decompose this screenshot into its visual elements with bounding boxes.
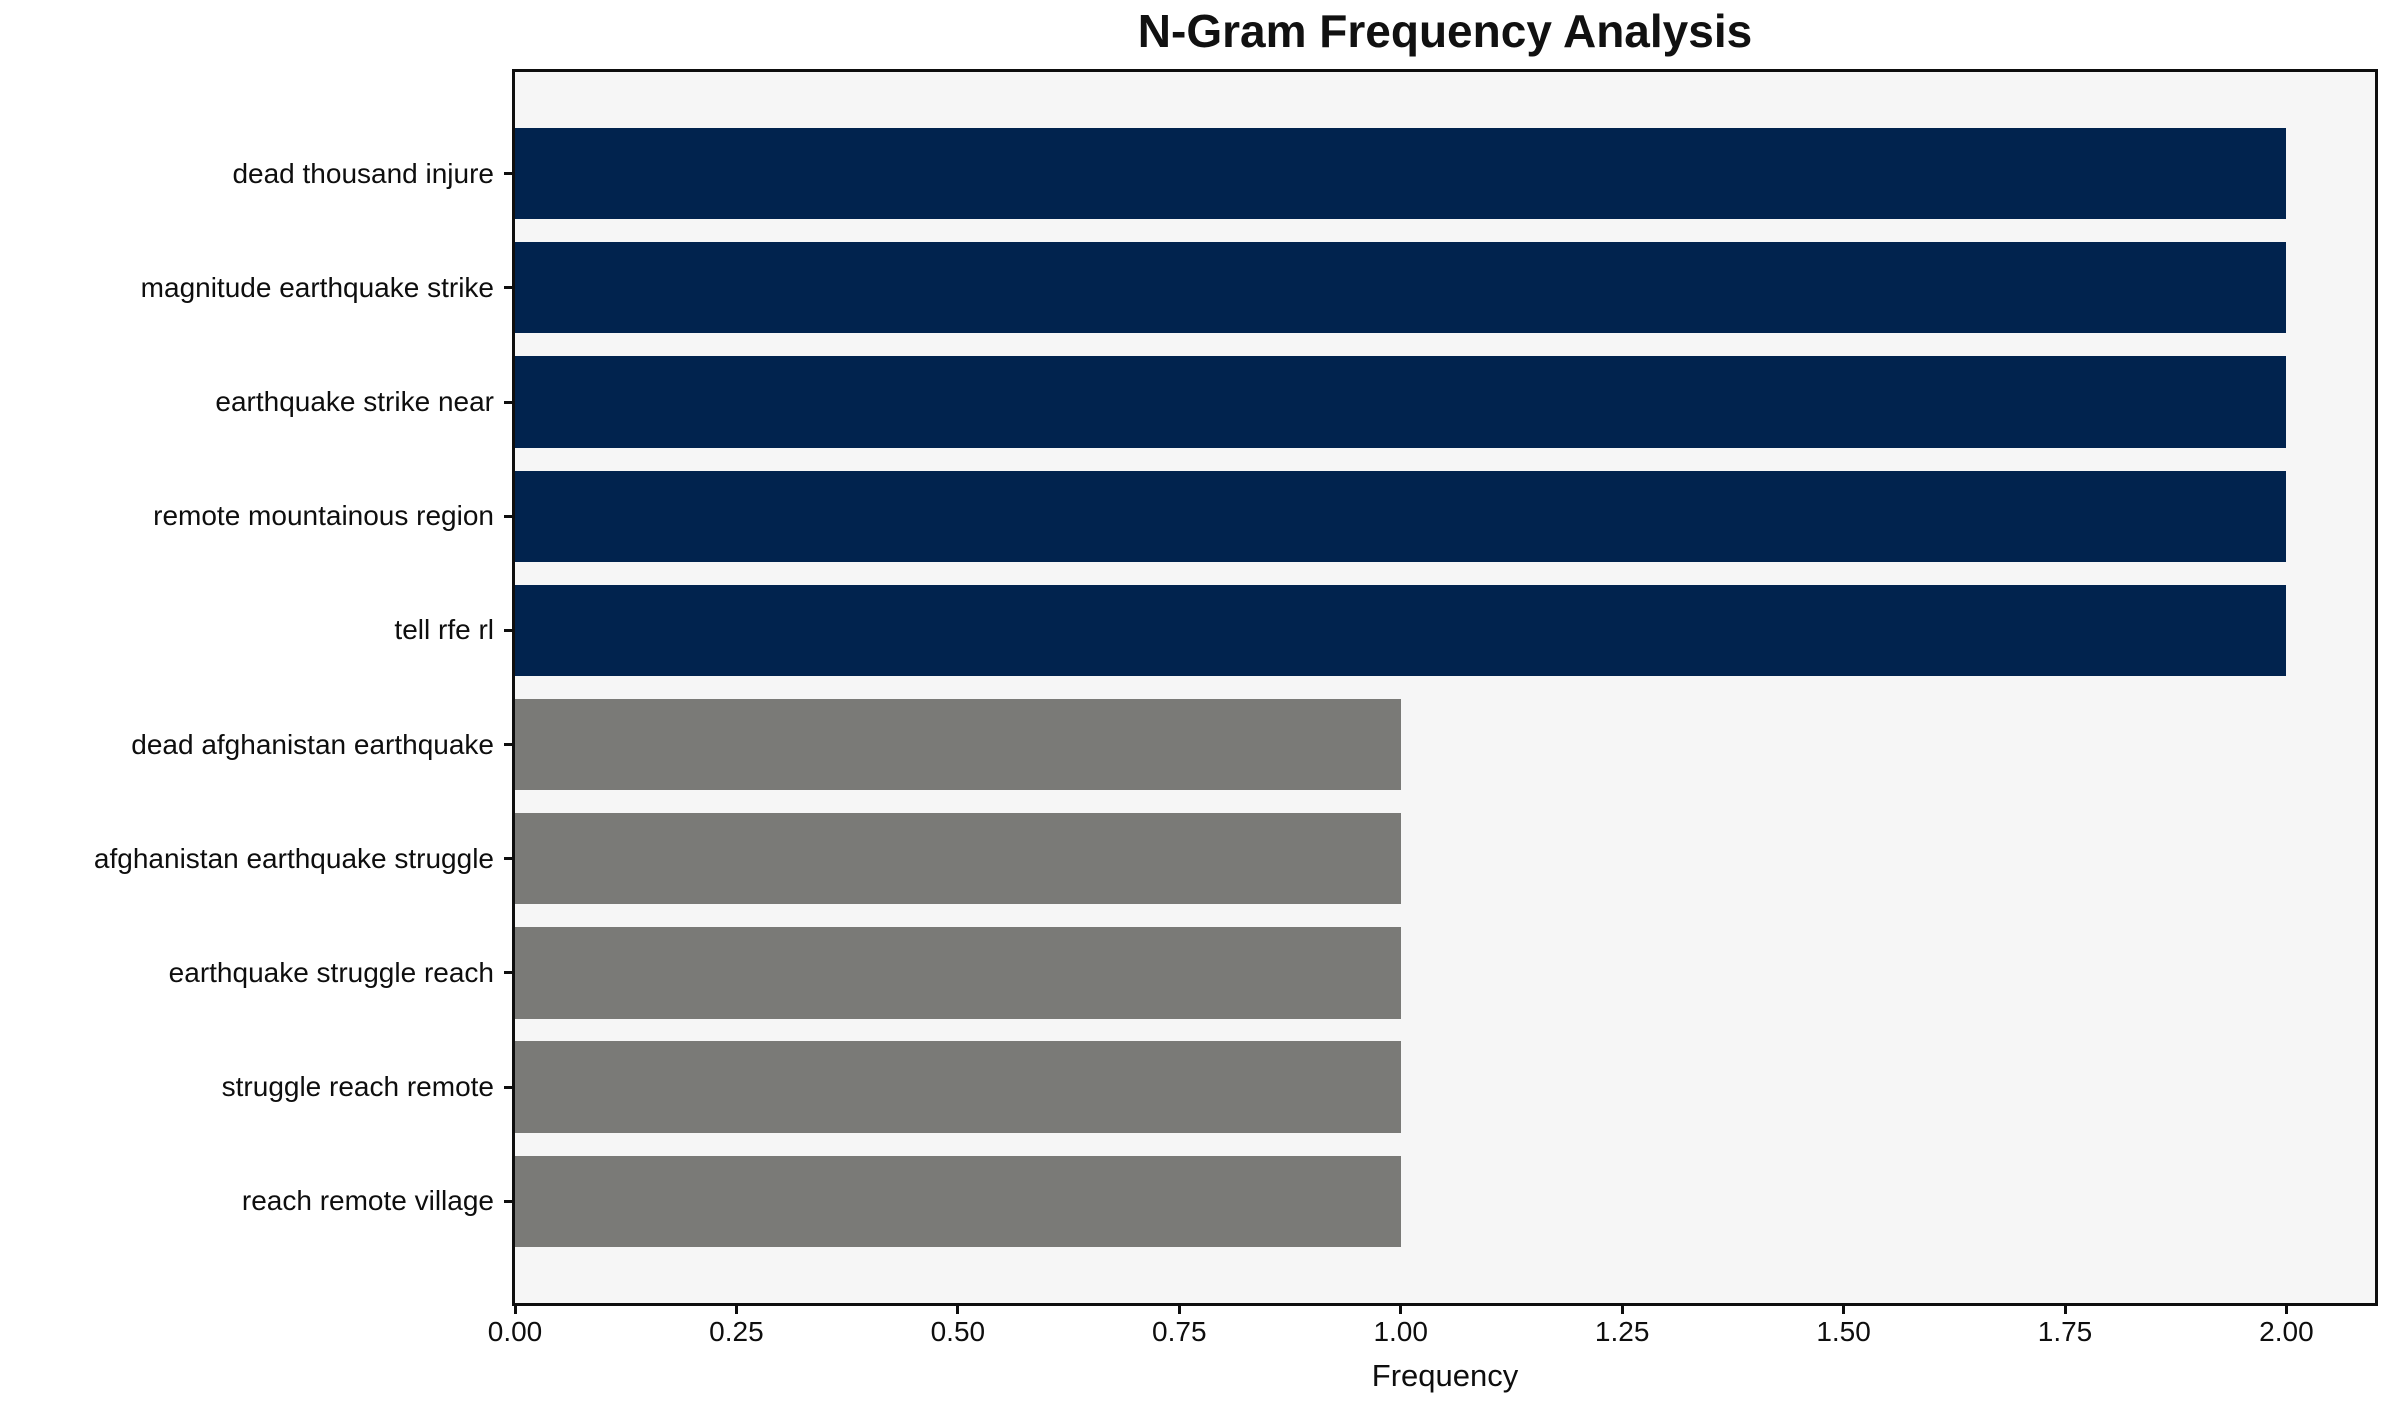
frequency-bar bbox=[515, 813, 1401, 905]
y-tick-label: afghanistan earthquake struggle bbox=[93, 842, 494, 874]
x-tick-label: 1.00 bbox=[1373, 1316, 1428, 1347]
x-tick-label: 2.00 bbox=[2259, 1316, 2314, 1347]
x-tick-mark bbox=[1177, 1303, 1181, 1314]
x-tick-label: 0.50 bbox=[930, 1316, 986, 1347]
y-tick-label: earthquake struggle reach bbox=[168, 956, 494, 988]
y-tick-mark bbox=[504, 628, 515, 632]
frequency-bar bbox=[515, 1155, 1401, 1248]
y-tick-label: tell rfe rl bbox=[394, 614, 494, 646]
x-tick-mark bbox=[513, 1303, 517, 1314]
y-tick-mark bbox=[504, 857, 515, 861]
y-tick-mark bbox=[504, 1085, 515, 1089]
y-tick-label: magnitude earthquake strike bbox=[140, 271, 494, 303]
chart-title: N-Gram Frequency Analysis bbox=[1137, 5, 1753, 57]
x-tick-mark bbox=[2063, 1303, 2067, 1314]
x-tick-mark bbox=[2284, 1303, 2288, 1314]
frequency-bar bbox=[515, 356, 2287, 448]
y-tick-mark bbox=[504, 514, 515, 518]
y-tick-mark bbox=[504, 172, 515, 176]
plot-area bbox=[515, 72, 2375, 1303]
y-tick-label: dead thousand injure bbox=[232, 157, 494, 189]
frequency-bar bbox=[515, 1041, 1401, 1133]
x-axis-title: Frequency bbox=[1371, 1358, 1519, 1393]
y-tick-label: dead afghanistan earthquake bbox=[131, 728, 494, 760]
y-tick-mark bbox=[504, 743, 515, 747]
x-tick-mark bbox=[1842, 1303, 1846, 1314]
frequency-bar bbox=[515, 584, 2287, 677]
y-tick-mark bbox=[504, 286, 515, 290]
x-tick-label: 1.50 bbox=[1816, 1316, 1871, 1347]
y-tick-label: remote mountainous region bbox=[153, 500, 494, 532]
x-tick-mark bbox=[956, 1303, 960, 1314]
x-tick-label: 1.25 bbox=[1594, 1316, 1650, 1347]
y-tick-mark bbox=[504, 971, 515, 975]
x-tick-mark bbox=[1620, 1303, 1624, 1314]
y-tick-mark bbox=[504, 1199, 515, 1203]
y-tick-label: earthquake strike near bbox=[215, 386, 494, 418]
x-tick-label: 0.75 bbox=[1152, 1316, 1207, 1347]
x-tick-label: 0.00 bbox=[487, 1316, 543, 1347]
frequency-bar bbox=[515, 698, 1401, 791]
x-tick-mark bbox=[734, 1303, 738, 1314]
x-tick-mark bbox=[1399, 1303, 1403, 1314]
x-tick-label: 1.75 bbox=[2037, 1316, 2093, 1347]
frequency-bar bbox=[515, 470, 2287, 562]
frequency-bar bbox=[515, 242, 2287, 334]
y-tick-label: struggle reach remote bbox=[221, 1071, 494, 1103]
y-tick-mark bbox=[504, 400, 515, 404]
frequency-bar bbox=[515, 127, 2287, 220]
frequency-bar bbox=[515, 927, 1401, 1019]
x-tick-label: 0.25 bbox=[709, 1316, 764, 1347]
y-tick-label: reach remote village bbox=[241, 1185, 494, 1217]
